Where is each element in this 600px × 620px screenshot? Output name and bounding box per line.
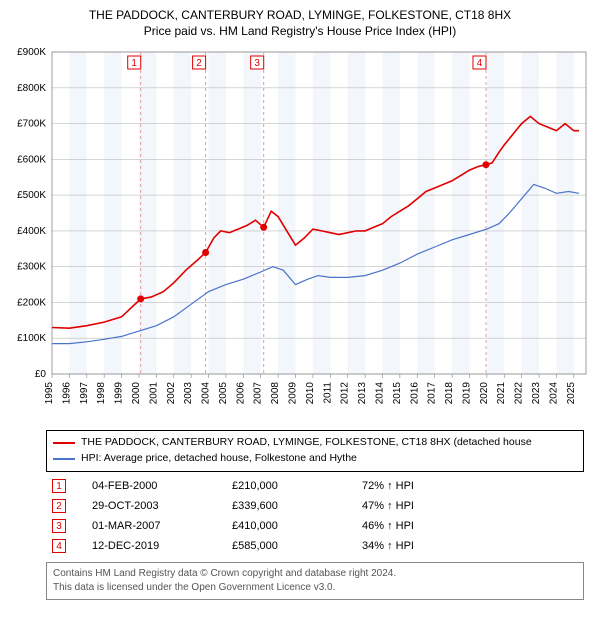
title-subtitle: Price paid vs. HM Land Registry's House … (4, 24, 596, 38)
sale-badge-num: 4 (477, 58, 483, 69)
x-tick-label: 1995 (44, 382, 55, 405)
sale-badge-num: 1 (131, 58, 137, 69)
sale-badge-num: 2 (196, 58, 202, 69)
sale-row: 4 12-DEC-2019£585,00034% ↑ HPI (46, 536, 584, 556)
sales-table: 1 04-FEB-2000£210,00072% ↑ HPI 2 29-OCT-200… (46, 476, 584, 556)
y-tick-label: £600K (17, 154, 46, 165)
chart-svg: £0 £100K £200K £300K £400K £500K £600K £700K £80… (4, 44, 596, 424)
legend-swatch (53, 442, 75, 444)
sale-date: 01-MAR-2007 (86, 516, 226, 536)
sale-dot (202, 249, 209, 256)
x-tick-label: 2010 (305, 382, 316, 405)
x-tick-label: 2018 (444, 382, 455, 405)
x-tick-label: 2025 (566, 382, 577, 405)
sale-date: 04-FEB-2000 (86, 476, 226, 496)
x-tick-label: 2002 (166, 382, 177, 405)
x-tick-label: 2000 (131, 382, 142, 405)
x-tick-label: 1996 (61, 382, 72, 405)
legend-label: THE PADDOCK, CANTERBURY ROAD, LYMINGE, F… (81, 435, 532, 451)
sale-price: £210,000 (226, 476, 356, 496)
sale-row-badge: 2 (52, 499, 66, 513)
x-tick-label: 2008 (270, 382, 281, 405)
chart-container: THE PADDOCK, CANTERBURY ROAD, LYMINGE, F… (0, 0, 600, 604)
sale-row: 3 01-MAR-2007£410,00046% ↑ HPI (46, 516, 584, 536)
x-tick-label: 2001 (148, 382, 159, 405)
attribution-footer: Contains HM Land Registry data © Crown c… (46, 562, 584, 600)
sale-row-badge: 4 (52, 539, 66, 553)
price-chart: £0 £100K £200K £300K £400K £500K £600K £700K £80… (4, 44, 596, 424)
sale-price: £339,600 (226, 496, 356, 516)
sale-row: 1 04-FEB-2000£210,00072% ↑ HPI (46, 476, 584, 496)
sale-hpi-delta: 46% ↑ HPI (356, 516, 584, 536)
footer-line1: Contains HM Land Registry data © Crown c… (53, 567, 577, 581)
sale-hpi-delta: 47% ↑ HPI (356, 496, 584, 516)
y-tick-label: £0 (35, 369, 47, 380)
sale-hpi-delta: 34% ↑ HPI (356, 536, 584, 556)
sale-row: 2 29-OCT-2003£339,60047% ↑ HPI (46, 496, 584, 516)
x-tick-label: 2009 (288, 382, 299, 405)
x-tick-label: 2016 (409, 382, 420, 405)
legend-row: HPI: Average price, detached house, Folk… (53, 451, 577, 467)
legend-row: THE PADDOCK, CANTERBURY ROAD, LYMINGE, F… (53, 435, 577, 451)
x-tick-label: 2012 (340, 382, 351, 405)
x-tick-label: 1997 (79, 382, 90, 405)
y-tick-label: £700K (17, 119, 46, 130)
x-tick-label: 1998 (96, 382, 107, 405)
x-tick-label: 2003 (183, 382, 194, 405)
footer-line2: This data is licensed under the Open Gov… (53, 581, 577, 595)
sale-row-badge: 1 (52, 479, 66, 493)
title-address: THE PADDOCK, CANTERBURY ROAD, LYMINGE, F… (4, 8, 596, 22)
x-tick-label: 2017 (427, 382, 438, 405)
y-tick-label: £300K (17, 262, 46, 273)
legend-swatch (53, 458, 75, 460)
y-tick-label: £100K (17, 333, 46, 344)
x-tick-label: 2011 (322, 382, 333, 404)
x-tick-label: 2021 (496, 382, 507, 405)
sale-price: £585,000 (226, 536, 356, 556)
sale-dot (137, 295, 144, 302)
y-tick-label: £400K (17, 226, 46, 237)
x-tick-label: 2014 (374, 382, 385, 405)
sale-hpi-delta: 72% ↑ HPI (356, 476, 584, 496)
sale-date: 12-DEC-2019 (86, 536, 226, 556)
x-tick-label: 2013 (357, 382, 368, 405)
sale-dot (482, 161, 489, 168)
sale-date: 29-OCT-2003 (86, 496, 226, 516)
x-tick-label: 2015 (392, 382, 403, 405)
x-tick-label: 2005 (218, 382, 229, 405)
x-tick-label: 2022 (514, 382, 525, 405)
x-tick-label: 1999 (114, 382, 125, 405)
sale-badge-num: 3 (254, 58, 260, 69)
x-tick-label: 2007 (253, 382, 264, 405)
y-tick-label: £200K (17, 297, 46, 308)
y-tick-label: £900K (17, 47, 46, 58)
y-tick-label: £500K (17, 190, 46, 201)
sale-price: £410,000 (226, 516, 356, 536)
sale-dot (260, 224, 267, 231)
legend: THE PADDOCK, CANTERBURY ROAD, LYMINGE, F… (46, 430, 584, 472)
title-block: THE PADDOCK, CANTERBURY ROAD, LYMINGE, F… (4, 8, 596, 38)
x-tick-label: 2004 (201, 382, 212, 405)
x-tick-label: 2024 (548, 382, 559, 405)
x-tick-label: 2006 (235, 382, 246, 405)
y-tick-label: £800K (17, 83, 46, 94)
x-tick-label: 2020 (479, 382, 490, 405)
legend-label: HPI: Average price, detached house, Folk… (81, 451, 357, 467)
x-tick-label: 2023 (531, 382, 542, 405)
x-tick-label: 2019 (461, 382, 472, 405)
sale-row-badge: 3 (52, 519, 66, 533)
